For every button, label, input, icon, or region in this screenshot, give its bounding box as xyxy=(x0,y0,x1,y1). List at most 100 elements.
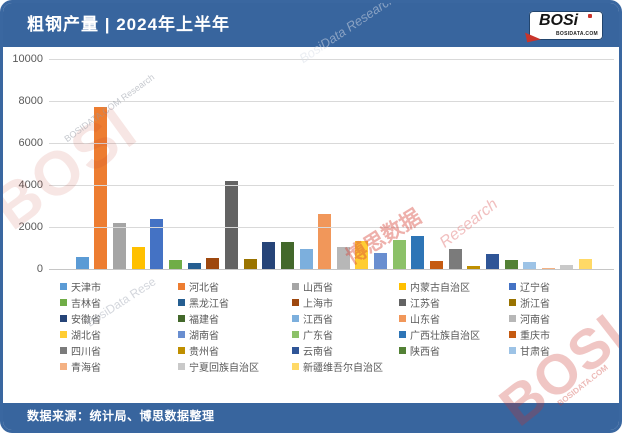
legend-label: 山西省 xyxy=(303,282,333,294)
header-bar: 粗钢产量 | 2024年上半年 BOSi BOSIDATA.COM xyxy=(3,3,619,47)
legend-swatch-icon xyxy=(292,298,299,306)
legend-item: 广东省 xyxy=(292,327,399,342)
legend-swatch-icon xyxy=(60,282,67,290)
legend-swatch-icon xyxy=(178,298,185,306)
legend-swatch-icon xyxy=(60,346,67,354)
data-source-note: 数据来源：统计局、博思数据整理 xyxy=(27,409,215,423)
legend-item: 甘肃省 xyxy=(509,343,609,358)
bar-slot xyxy=(148,59,167,269)
y-axis-tick-label: 8000 xyxy=(18,94,43,107)
legend-label: 福建省 xyxy=(189,314,219,326)
legend-swatch-icon xyxy=(399,314,406,322)
legend-label: 重庆市 xyxy=(520,330,550,342)
legend-swatch-icon xyxy=(178,346,185,354)
bar-slot xyxy=(334,59,353,269)
bar-slot xyxy=(92,59,111,269)
legend-item: 云南省 xyxy=(292,343,399,358)
legend-label: 四川省 xyxy=(71,346,101,358)
bar-slot xyxy=(409,59,428,269)
legend-label: 江苏省 xyxy=(410,298,440,310)
legend-swatch-icon xyxy=(292,314,299,322)
bar xyxy=(429,261,443,269)
bar xyxy=(94,107,108,269)
legend-item: 广西壮族自治区 xyxy=(399,327,509,342)
y-axis-tick-label: 0 xyxy=(36,262,43,275)
legend-label: 陕西省 xyxy=(410,346,440,358)
bar-slot xyxy=(353,59,372,269)
legend-swatch-icon xyxy=(509,330,516,338)
bar xyxy=(336,246,350,269)
bar xyxy=(523,261,537,269)
bar xyxy=(318,213,332,269)
logo-dot-icon xyxy=(588,14,592,18)
legend-item: 宁夏回族自治区 xyxy=(178,359,292,374)
gridline xyxy=(49,185,614,186)
legend-item: 重庆市 xyxy=(509,327,609,342)
legend-item: 辽宁省 xyxy=(509,279,609,294)
bar-slot xyxy=(315,59,334,269)
bar xyxy=(541,267,555,269)
legend-item: 四川省 xyxy=(60,343,178,358)
legend-item: 安徽省 xyxy=(60,311,178,326)
legend-label: 甘肃省 xyxy=(520,346,550,358)
legend-label: 天津市 xyxy=(71,282,101,294)
legend-label: 辽宁省 xyxy=(520,282,550,294)
bar xyxy=(355,241,369,269)
legend-item: 江西省 xyxy=(292,311,399,326)
gridline xyxy=(49,269,614,270)
legend-swatch-icon xyxy=(292,330,299,338)
legend-item: 天津市 xyxy=(60,279,178,294)
legend-swatch-icon xyxy=(509,346,516,354)
legend-label: 黑龙江省 xyxy=(189,298,229,310)
logo-brand-text: BOSi xyxy=(539,12,579,29)
legend-swatch-icon xyxy=(399,330,406,338)
logo-domain-text: BOSIDATA.COM xyxy=(555,31,598,37)
legend-item: 山东省 xyxy=(399,311,509,326)
bar xyxy=(280,242,294,269)
bar xyxy=(560,264,574,269)
bar xyxy=(224,180,238,269)
bar xyxy=(169,259,183,269)
legend-swatch-icon xyxy=(292,282,299,290)
legend-swatch-icon xyxy=(178,314,185,322)
legend-swatch-icon xyxy=(60,330,67,338)
legend-item: 青海省 xyxy=(60,359,178,374)
bar xyxy=(392,240,406,269)
bar-slot xyxy=(390,59,409,269)
bar-slot xyxy=(185,59,204,269)
bar xyxy=(467,265,481,269)
legend-label: 山东省 xyxy=(410,314,440,326)
legend-label: 浙江省 xyxy=(520,298,550,310)
legend-label: 内蒙古自治区 xyxy=(410,282,470,294)
bar xyxy=(299,249,313,269)
legend-item: 贵州省 xyxy=(178,343,292,358)
legend-label: 贵州省 xyxy=(189,346,219,358)
y-axis-tick-label: 6000 xyxy=(18,136,43,149)
legend-label: 江西省 xyxy=(303,314,333,326)
bar-slot xyxy=(129,59,148,269)
legend-swatch-icon xyxy=(60,298,67,306)
bar-slot xyxy=(446,59,465,269)
bar-slot xyxy=(259,59,278,269)
bar xyxy=(374,253,388,269)
bar-slot xyxy=(483,59,502,269)
legend-item: 内蒙古自治区 xyxy=(399,279,509,294)
y-axis-tick-label: 10000 xyxy=(12,52,43,65)
y-axis-tick-label: 2000 xyxy=(18,220,43,233)
bar-slot xyxy=(241,59,260,269)
plot-area: 0 2000 4000 6000 8000 10000 xyxy=(3,47,619,279)
legend-item: 黑龙江省 xyxy=(178,295,292,310)
legend-label: 湖南省 xyxy=(189,330,219,342)
bar-slot xyxy=(502,59,521,269)
bar-slot xyxy=(222,59,241,269)
bar xyxy=(579,259,593,269)
legend-item: 山西省 xyxy=(292,279,399,294)
legend-swatch-icon xyxy=(60,362,67,370)
gridline xyxy=(49,59,614,60)
bar-slot xyxy=(110,59,129,269)
bar xyxy=(262,242,276,269)
legend-label: 湖北省 xyxy=(71,330,101,342)
bar-slot xyxy=(371,59,390,269)
legend-label: 青海省 xyxy=(71,362,101,374)
legend-item: 上海市 xyxy=(292,295,399,310)
